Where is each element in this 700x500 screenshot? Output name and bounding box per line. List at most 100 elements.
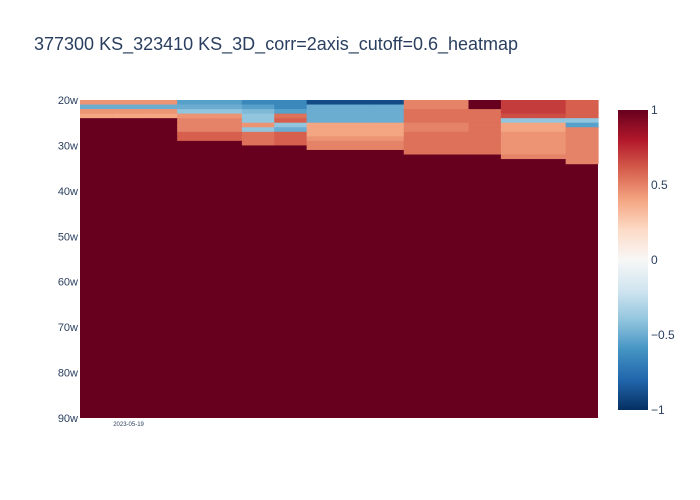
heatmap-cell xyxy=(241,118,275,124)
y-tick-label: 90w xyxy=(58,413,78,425)
heatmap-cell xyxy=(565,100,599,106)
heatmap-cell xyxy=(241,136,275,142)
heatmap-cell xyxy=(371,113,405,119)
heatmap-cell xyxy=(177,159,211,165)
heatmap-cell xyxy=(144,131,178,137)
heatmap-cell xyxy=(144,118,178,124)
heatmap-cell xyxy=(177,100,211,106)
heatmap-cell xyxy=(468,100,502,106)
heatmap-cell xyxy=(274,154,308,160)
heatmap-cell xyxy=(112,127,146,133)
heatmap-cell xyxy=(241,131,275,137)
heatmap-cell xyxy=(339,159,372,165)
heatmap-cell xyxy=(339,104,372,110)
heatmap-cell xyxy=(209,131,243,137)
heatmap-cell xyxy=(274,118,308,124)
colorbar: 1 0.5 0 −0.5 −1 xyxy=(618,103,675,417)
heatmap-cell xyxy=(403,127,437,133)
heatmap-cell xyxy=(468,149,502,156)
heatmap-cell xyxy=(371,109,405,115)
heatmap-cell xyxy=(339,127,372,133)
heatmap-cell xyxy=(533,154,567,160)
heatmap-cell xyxy=(403,118,437,124)
heatmap-cell xyxy=(468,113,502,119)
heatmap-cell xyxy=(274,140,308,147)
heatmap-cell xyxy=(209,136,243,142)
heatmap-cell xyxy=(403,100,437,106)
heatmap-cell xyxy=(144,154,178,160)
heatmap-cell xyxy=(371,145,405,151)
heatmap-cell xyxy=(241,140,275,147)
heatmap-cell xyxy=(306,127,340,133)
heatmap-cell xyxy=(274,104,308,110)
heatmap-cell xyxy=(371,159,405,165)
heatmap-cell xyxy=(112,145,146,151)
heatmap-cell xyxy=(436,149,470,156)
heatmap-cell xyxy=(274,113,308,119)
heatmap-cell xyxy=(468,145,502,151)
heatmap-cell xyxy=(274,131,308,137)
heatmap-cell xyxy=(209,149,243,156)
heatmap-cell xyxy=(468,136,502,142)
heatmap-cell xyxy=(500,127,534,133)
heatmap-cell xyxy=(565,118,599,124)
heatmap-cell xyxy=(306,136,340,142)
heatmap-cell xyxy=(144,136,178,142)
heatmap-cell xyxy=(80,149,113,156)
colorbar-gradient xyxy=(618,110,648,410)
heatmap-cell xyxy=(371,136,405,142)
heatmap-cell xyxy=(80,136,113,142)
heatmap-cell xyxy=(80,127,113,133)
heatmap-cell xyxy=(436,131,470,137)
heatmap-cell xyxy=(371,154,405,160)
heatmap-cell xyxy=(274,122,308,128)
heatmap-cell xyxy=(533,113,567,119)
heatmap-cell xyxy=(209,127,243,133)
heatmap-cell xyxy=(468,154,502,160)
heatmap-cell xyxy=(565,122,599,128)
heatmap-cell xyxy=(177,145,211,151)
y-axis-ticks: 20w 30w 40w 50w 60w 70w 80w 90w xyxy=(58,95,78,425)
heatmap-cell xyxy=(436,159,470,165)
heatmap-cell xyxy=(80,159,113,165)
heatmap-cell xyxy=(533,149,567,156)
heatmap-cell xyxy=(306,145,340,151)
y-tick-label: 70w xyxy=(58,322,78,334)
heatmap-cell xyxy=(533,131,567,137)
heatmap-cell xyxy=(533,122,567,128)
heatmap-cell xyxy=(209,109,243,115)
heatmap-cell xyxy=(565,131,599,137)
heatmap-cell xyxy=(403,159,437,165)
heatmap-cell xyxy=(468,122,502,128)
heatmap-cell xyxy=(209,154,243,160)
heatmap-cell xyxy=(177,154,211,160)
heatmap-cell xyxy=(177,140,211,147)
heatmap-cell xyxy=(274,136,308,142)
heatmap-cell xyxy=(274,145,308,151)
heatmap-cell xyxy=(112,109,146,115)
colorbar-tick-label: −1 xyxy=(651,403,665,417)
heatmap-cell xyxy=(306,154,340,160)
heatmap-cell xyxy=(177,109,211,115)
heatmap-cell xyxy=(144,140,178,147)
heatmap-cell xyxy=(274,100,308,106)
heatmap-cell xyxy=(533,118,567,124)
heatmap-cell xyxy=(144,145,178,151)
heatmap-cell xyxy=(436,100,470,106)
heatmap-cell xyxy=(339,145,372,151)
heatmap-cell xyxy=(209,104,243,110)
heatmap-cell xyxy=(500,104,534,110)
heatmap-cell xyxy=(371,131,405,137)
heatmap-cell xyxy=(80,109,113,115)
heatmap-cell xyxy=(468,127,502,133)
heatmap-cell xyxy=(80,122,113,128)
heatmap-cell xyxy=(533,109,567,115)
heatmap-cell xyxy=(436,104,470,110)
heatmap-cell xyxy=(274,159,308,165)
heatmap-cell xyxy=(209,140,243,147)
heatmap-cell xyxy=(209,159,243,165)
heatmap-cell xyxy=(403,140,437,147)
heatmap-cell xyxy=(339,154,372,160)
heatmap-cell xyxy=(112,118,146,124)
heatmap-cell xyxy=(403,149,437,156)
